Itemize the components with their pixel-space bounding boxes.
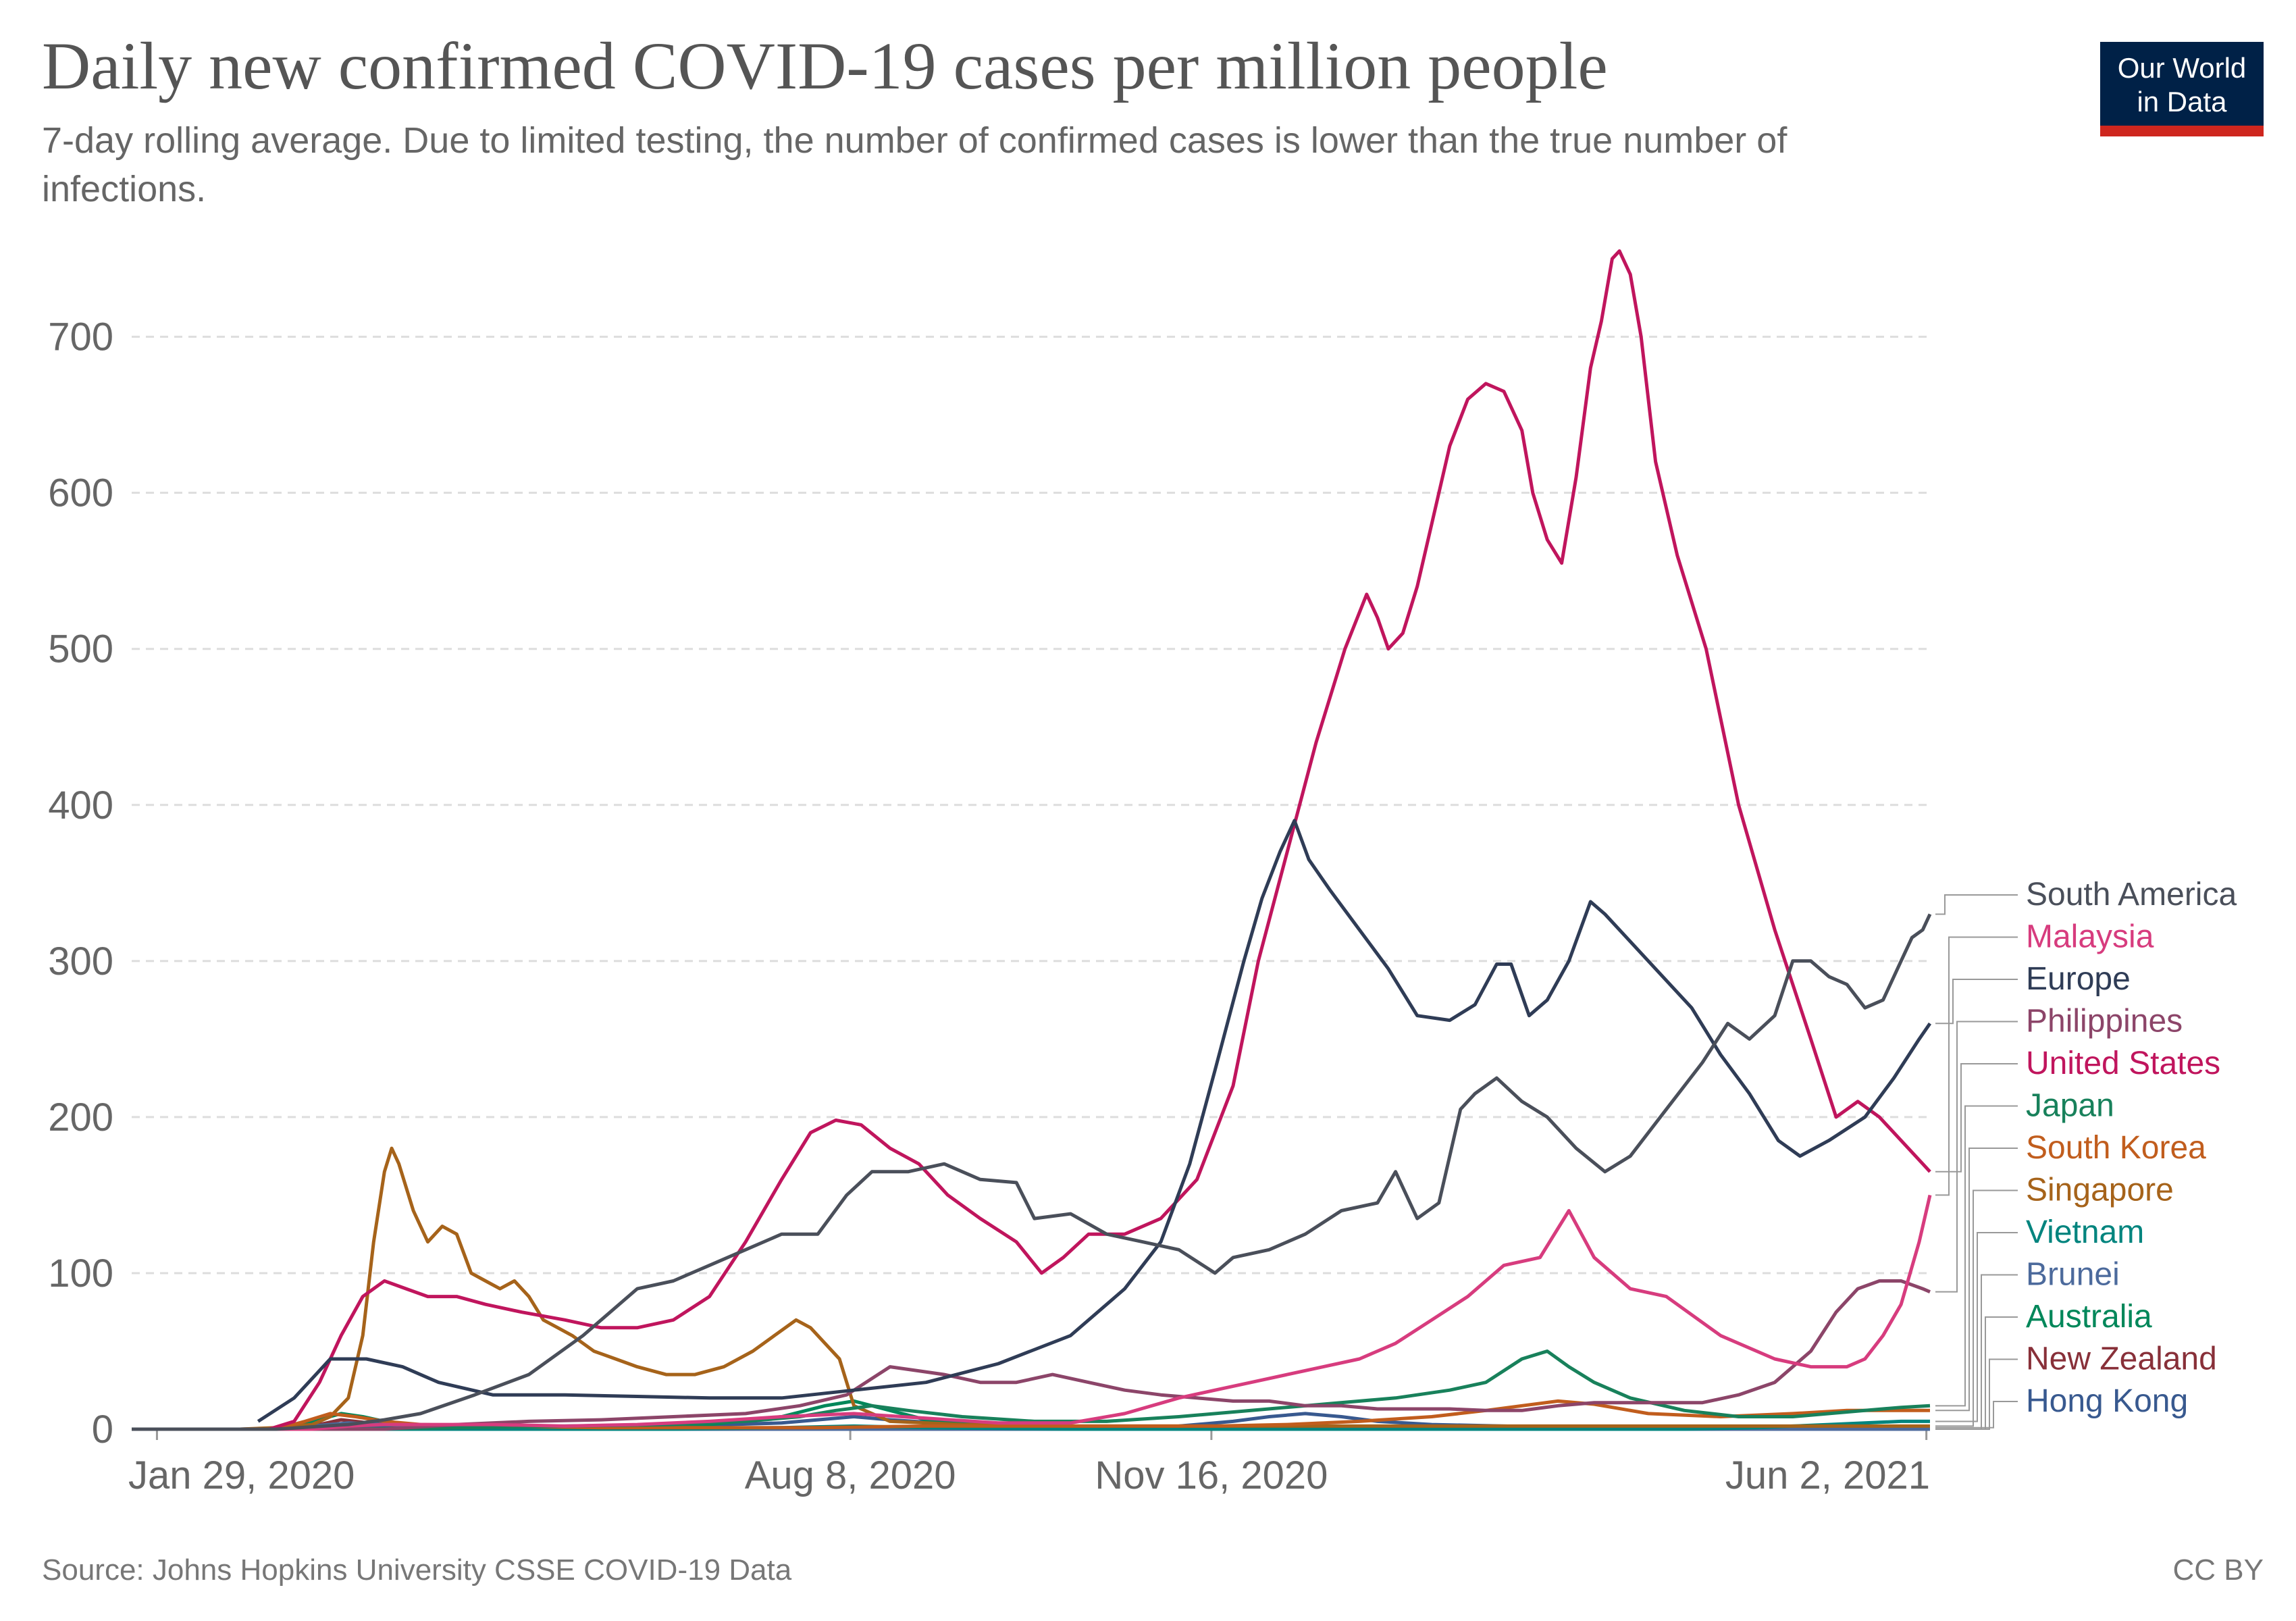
legend-label-malaysia[interactable]: Malaysia [2026, 919, 2154, 955]
y-tick-label: 700 [48, 315, 113, 359]
legend-connector [1935, 1105, 2018, 1407]
chart-title: Daily new confirmed COVID-19 cases per m… [42, 28, 1608, 103]
series-line-south-america[interactable] [132, 913, 1932, 1431]
legend-connector [1935, 1401, 2018, 1429]
y-tick-label: 100 [48, 1252, 113, 1295]
legend-connector [1935, 1189, 2018, 1427]
legend-label-singapore[interactable]: Singapore [2026, 1173, 2174, 1208]
owid-logo[interactable]: Our World in Data [2100, 42, 2264, 136]
y-tick-label: 300 [48, 940, 113, 983]
legend-connector [1935, 936, 2018, 1196]
legend-connector [1935, 979, 2018, 1025]
x-tick-label: Jan 29, 2020 [128, 1453, 355, 1497]
x-axis-ticks: Jan 29, 2020 Aug 8, 2020 Nov 16, 2020 Jun 2… [128, 1429, 1930, 1497]
legend-label-australia[interactable]: Australia [2026, 1299, 2152, 1335]
chart-subtitle: 7-day rolling average. Due to limited te… [42, 120, 1788, 209]
legend[interactable]: South America Malaysia Europe Philippines Un… [1935, 877, 2237, 1430]
logo-line-1: Our World [2117, 52, 2247, 84]
legend-label-south-america[interactable]: South America [2026, 877, 2237, 912]
legend-label-south-korea[interactable]: South Korea [2026, 1130, 2206, 1166]
x-tick-label: Nov 16, 2020 [1095, 1453, 1328, 1497]
legend-label-vietnam[interactable]: Vietnam [2026, 1214, 2144, 1250]
series-line-philippines[interactable] [132, 1279, 1931, 1431]
legend-label-europe[interactable]: Europe [2026, 961, 2131, 997]
gridlines [132, 336, 1930, 1431]
y-tick-label: 200 [48, 1096, 113, 1139]
legend-label-philippines[interactable]: Philippines [2026, 1004, 2183, 1039]
y-axis-ticks: 0 100 200 300 400 500 600 700 [48, 315, 113, 1451]
series-line-south-korea[interactable] [132, 1399, 1930, 1431]
legend-connector [1935, 1063, 2018, 1173]
legend-label-new-zealand[interactable]: New Zealand [2026, 1341, 2217, 1377]
x-tick-label: Aug 8, 2020 [745, 1453, 956, 1497]
legend-label-united-states[interactable]: United States [2026, 1046, 2220, 1081]
y-tick-label: 600 [48, 471, 113, 515]
source-note[interactable]: Source: Johns Hopkins University CSSE CO… [42, 1553, 792, 1587]
series-lines[interactable] [132, 249, 1932, 1431]
y-tick-label: 0 [92, 1408, 113, 1451]
legend-connector [1935, 1232, 2018, 1422]
series-line-europe[interactable] [257, 819, 1932, 1423]
legend-label-japan[interactable]: Japan [2026, 1088, 2114, 1124]
license-label[interactable]: CC BY [2172, 1553, 2264, 1587]
legend-label-hong-kong[interactable]: Hong Kong [2026, 1383, 2188, 1419]
legend-connector [1935, 894, 2018, 915]
logo-line-2: in Data [2137, 86, 2227, 118]
legend-connector [1935, 1358, 2018, 1430]
series-line-malaysia[interactable] [132, 1194, 1932, 1431]
legend-connector [1935, 1148, 2018, 1412]
y-tick-label: 400 [48, 783, 113, 827]
legend-label-brunei[interactable]: Brunei [2026, 1257, 2120, 1293]
x-tick-label: Jun 2, 2021 [1725, 1453, 1930, 1497]
legend-connector [1935, 1021, 2018, 1293]
series-line-united-states[interactable] [132, 249, 1931, 1431]
y-tick-label: 500 [48, 627, 113, 671]
series-line-singapore[interactable] [132, 1146, 1930, 1431]
